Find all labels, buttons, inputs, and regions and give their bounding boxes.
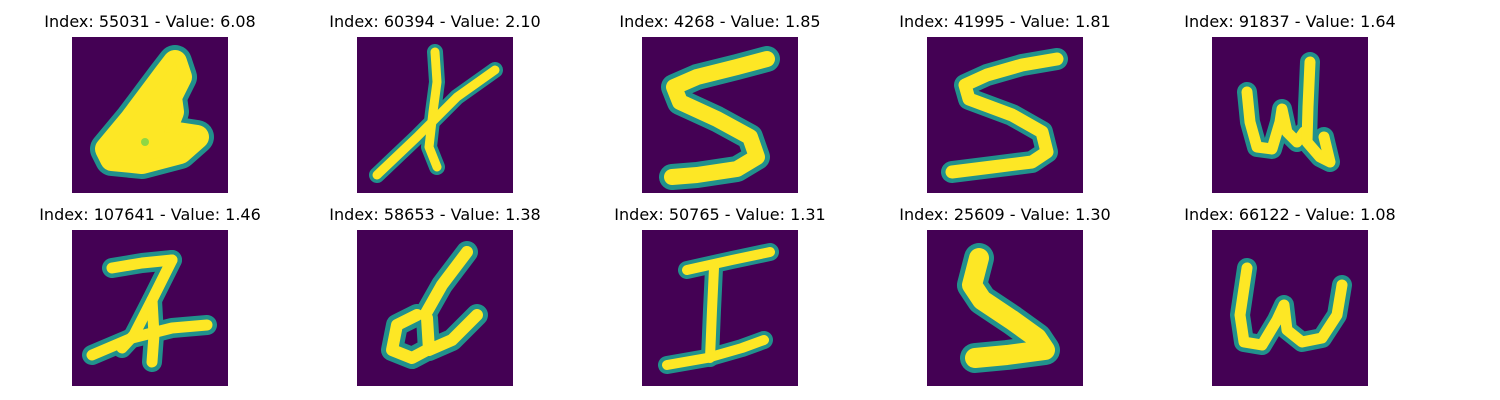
image-panel: Index: 4268 - Value: 1.85 — [570, 0, 870, 193]
image-title: Index: 107641 - Value: 1.46 — [39, 205, 261, 224]
image-title: Index: 91837 - Value: 1.64 — [1184, 12, 1396, 31]
image-panel: Index: 58653 - Value: 1.38 — [285, 193, 585, 386]
image-panel: Index: 50765 - Value: 1.31 — [570, 193, 870, 386]
image-title: Index: 66122 - Value: 1.08 — [1184, 205, 1396, 224]
digit-image — [642, 230, 798, 386]
digit-image — [357, 37, 513, 193]
digit-image — [72, 230, 228, 386]
digit-image — [1212, 230, 1368, 386]
image-title: Index: 4268 - Value: 1.85 — [619, 12, 821, 31]
image-title: Index: 58653 - Value: 1.38 — [329, 205, 541, 224]
image-panel: Index: 107641 - Value: 1.46 — [0, 193, 300, 386]
digit-image — [72, 37, 228, 193]
image-panel: Index: 66122 - Value: 1.08 — [1140, 193, 1440, 386]
image-title: Index: 50765 - Value: 1.31 — [614, 205, 826, 224]
digit-image — [1212, 37, 1368, 193]
image-title: Index: 60394 - Value: 2.10 — [329, 12, 541, 31]
digit-image — [927, 230, 1083, 386]
image-title: Index: 25609 - Value: 1.30 — [899, 205, 1111, 224]
digit-image — [927, 37, 1083, 193]
image-panel: Index: 91837 - Value: 1.64 — [1140, 0, 1440, 193]
image-title: Index: 41995 - Value: 1.81 — [899, 12, 1111, 31]
image-panel: Index: 60394 - Value: 2.10 — [285, 0, 585, 193]
digit-image — [357, 230, 513, 386]
image-panel: Index: 41995 - Value: 1.81 — [855, 0, 1155, 193]
image-panel: Index: 55031 - Value: 6.08 — [0, 0, 300, 193]
image-title: Index: 55031 - Value: 6.08 — [44, 12, 256, 31]
digit-image — [642, 37, 798, 193]
image-panel: Index: 25609 - Value: 1.30 — [855, 193, 1155, 386]
